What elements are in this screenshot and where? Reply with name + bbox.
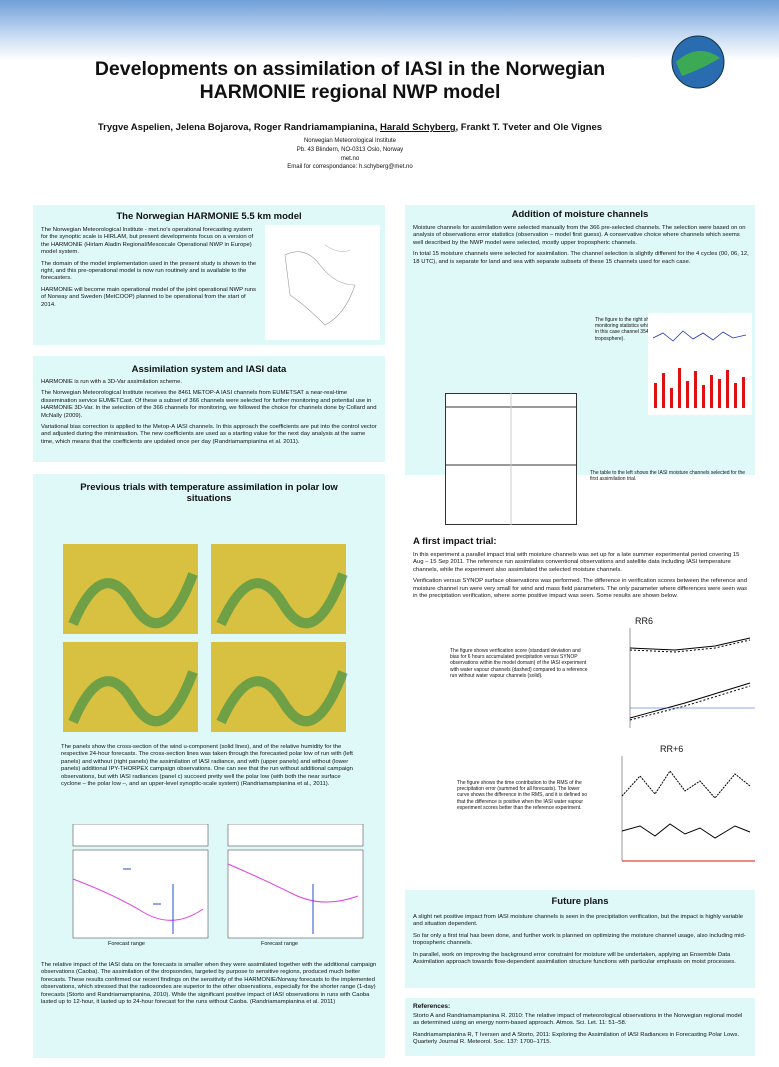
- figure-title: RR+6: [660, 744, 683, 754]
- text-item: met.no: [0, 155, 700, 164]
- figure-note: The figure shows the time contribution t…: [457, 780, 592, 811]
- section-title: Previous trials with temperature assimil…: [73, 482, 345, 504]
- section-text: Moisture channels for assimilation were …: [413, 225, 749, 270]
- section-references: References: Storto A and Randriamampiani…: [405, 998, 755, 1056]
- title: Developments on assimilation of IASI in …: [40, 58, 660, 104]
- section-title: Future plans: [405, 896, 755, 907]
- text-item: Moisture channels for assimilation were …: [413, 225, 749, 247]
- section-moisture: Addition of moisture channels Moisture c…: [405, 205, 755, 475]
- text-item: Email for correspondance: h.schyberg@met…: [0, 163, 700, 172]
- section-assimilation: Assimilation system and IASI data HARMON…: [33, 356, 385, 462]
- authors-text: Trygve Aspelien, Jelena Bojarova, Roger …: [98, 122, 377, 133]
- section-text: HARMONIE is run with a 3D-Var assimilati…: [41, 379, 377, 450]
- x-axis-label: Forecast range: [261, 941, 298, 947]
- text-item: A slight net positive impact from IASI m…: [413, 914, 749, 929]
- authors-text: , Frankt T. Tveter and Ole Vignes: [456, 122, 603, 133]
- section-text: A slight net positive impact from IASI m…: [413, 914, 749, 970]
- impact-charts: [53, 824, 373, 954]
- section-title: Assimilation system and IASI data: [33, 364, 385, 375]
- poster: Developments on assimilation of IASI in …: [0, 0, 779, 1067]
- text-item: Pb. 43 Blindern, NO-0313 Oslo, Norway: [0, 146, 700, 155]
- section-trials: Previous trials with temperature assimil…: [33, 474, 385, 1058]
- section-title: Addition of moisture channels: [405, 209, 755, 220]
- text-item: The domain of the model implementation u…: [41, 261, 259, 283]
- text-item: HARMONIE is run with a 3D-Var assimilati…: [41, 379, 377, 386]
- section-text: In this experiment a parallel impact tri…: [413, 552, 749, 604]
- logo: [668, 32, 728, 92]
- reference-list: Storto A and Randriamampianina R. 2010: …: [413, 1013, 749, 1047]
- text-item: Variational bias correction is applied t…: [41, 424, 377, 446]
- text-item: The Norwegian Meteorological Institute r…: [41, 390, 377, 420]
- section-impact: A first impact trial: In this experiment…: [405, 536, 755, 886]
- section-text: The relative impact of the IASI data on …: [41, 962, 377, 1006]
- section-title: A first impact trial:: [413, 536, 755, 547]
- monitoring-plot: [648, 313, 752, 415]
- text-item: Storto A and Randriamampianina R. 2010: …: [413, 1013, 749, 1028]
- text-item: So far only a first trial has been done,…: [413, 933, 749, 948]
- section-text: The Norwegian Meteorological Institute -…: [41, 227, 259, 313]
- text-item: Verification versus SYNOP surface observ…: [413, 578, 749, 600]
- cross-section-panels: [63, 544, 353, 734]
- text-item: The Norwegian Meteorological Institute -…: [41, 227, 259, 257]
- text-item: Norwegian Meteorological Institute: [0, 137, 700, 146]
- table-note: The table to the left shows the IASI moi…: [590, 470, 750, 482]
- section-title: The Norwegian HARMONIE 5.5 km model: [33, 211, 385, 222]
- text-item: HARMONIE will become main operational mo…: [41, 287, 259, 309]
- channel-table: [445, 393, 577, 525]
- text-item: Randriamampianina R, T Iversen and A Sto…: [413, 1032, 749, 1047]
- text-item: In parallel, work on improving the backg…: [413, 952, 749, 967]
- presenter: Harald Schyberg: [380, 122, 456, 133]
- section-future: Future plans A slight net positive impac…: [405, 890, 755, 988]
- domain-map: [265, 225, 380, 340]
- text-item: In total 15 moisture channels were selec…: [413, 251, 749, 266]
- text-item: In this experiment a parallel impact tri…: [413, 552, 749, 574]
- figure-note: The figure shows verification score (sta…: [450, 648, 590, 679]
- verification-plot: [615, 628, 755, 728]
- section-harmonie: The Norwegian HARMONIE 5.5 km model The …: [33, 205, 385, 345]
- x-axis-label: Forecast range: [108, 941, 145, 947]
- figure-title: RR6: [635, 616, 653, 626]
- section-title: References:: [413, 1003, 755, 1010]
- sky-banner: [0, 0, 779, 60]
- rms-plot: [610, 756, 755, 874]
- authors: Trygve Aspelien, Jelena Bojarova, Roger …: [0, 122, 700, 133]
- figure-caption: The panels show the cross-section of the…: [61, 744, 361, 788]
